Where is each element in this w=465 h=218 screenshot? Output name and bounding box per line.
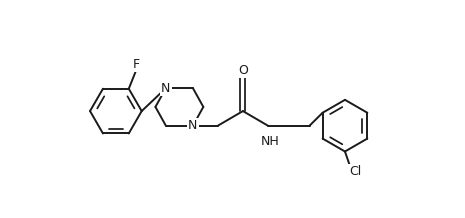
- Text: Cl: Cl: [349, 165, 361, 178]
- Text: N: N: [161, 82, 171, 95]
- Text: F: F: [133, 58, 140, 72]
- Text: N: N: [188, 119, 198, 132]
- Text: O: O: [238, 64, 248, 77]
- Text: NH: NH: [260, 135, 279, 148]
